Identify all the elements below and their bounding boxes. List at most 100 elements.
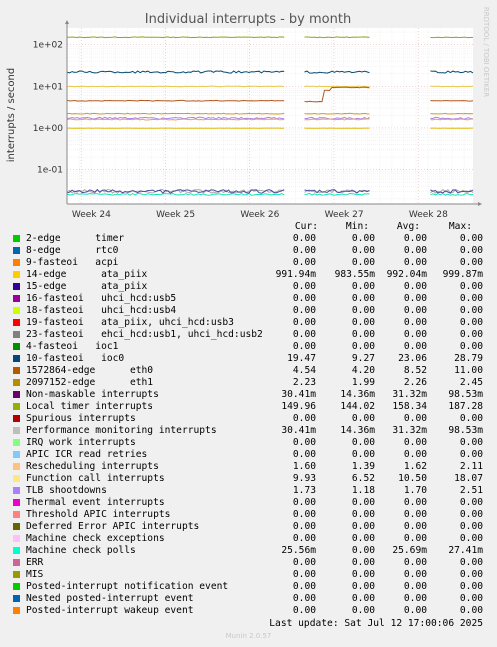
legend-avg: 2.26 (403, 377, 427, 388)
legend-avg: 0.00 (403, 281, 427, 292)
legend-label: 8-edge rtc0 (26, 245, 119, 256)
legend-cur: 0.00 (292, 569, 316, 580)
series-line (304, 189, 370, 194)
legend-row: 8-edge rtc0 0.00 0.00 0.00 0.00 (0, 245, 497, 257)
legend-row: APIC ICR read retries 0.00 0.00 0.00 0.00 (0, 449, 497, 461)
legend-row: 19-fasteoi ata_piix, uhci_hcd:usb3 0.00 0.… (0, 317, 497, 329)
series-line (430, 189, 474, 194)
legend-label: Local timer interrupts (26, 401, 154, 412)
legend-cur: 0.00 (292, 437, 316, 448)
legend-swatch (13, 523, 20, 530)
legend-avg: 158.34 (392, 401, 427, 412)
legend-max: 0.00 (459, 233, 483, 244)
grid-lines (66, 28, 473, 204)
legend-max: 0.00 (459, 437, 483, 448)
legend-avg: 0.00 (403, 521, 427, 532)
series-line (66, 112, 285, 115)
legend-row: Deferred Error APIC interrupts 0.00 0.00 0.… (0, 521, 497, 533)
legend-label: Function call interrupts (26, 473, 165, 484)
legend-avg: 0.00 (403, 581, 427, 592)
legend-max: 0.00 (459, 341, 483, 352)
legend-min: 0.00 (351, 449, 375, 460)
y-tick-label: 1e+01 (33, 82, 63, 92)
legend-cur: 0.00 (292, 581, 316, 592)
legend-avg: 25.69m (392, 545, 427, 556)
legend-avg: 1.70 (403, 485, 427, 496)
legend-row: TLB shootdowns 1.73 1.18 1.70 2.51 (0, 485, 497, 497)
legend-swatch (13, 487, 20, 494)
legend-avg: 0.00 (403, 509, 427, 520)
legend-swatch (13, 259, 20, 266)
legend-label: APIC ICR read retries (26, 449, 148, 460)
legend-swatch (13, 595, 20, 602)
legend-swatch (13, 307, 20, 314)
legend-label: 19-fasteoi ata_piix, uhci_hcd:usb3 (26, 317, 234, 328)
legend-min: 144.02 (340, 401, 375, 412)
legend-swatch (13, 427, 20, 434)
legend-label: Nested posted-interrupt event (26, 593, 194, 604)
series-line (66, 188, 285, 194)
x-tick-label: Week 26 (240, 210, 279, 220)
legend-max: 0.00 (459, 521, 483, 532)
legend-min: 0.00 (351, 329, 375, 340)
legend-row: Machine check polls 25.56m 0.00 25.69m 27.41… (0, 545, 497, 557)
legend-swatch (13, 295, 20, 302)
x-tick-label: Week 28 (409, 210, 448, 220)
legend-min: 0.00 (351, 593, 375, 604)
legend-avg: 0.00 (403, 413, 427, 424)
legend-label: 9-fasteoi acpi (26, 257, 119, 268)
legend-swatch (13, 331, 20, 338)
legend-header-avg: Avg: (396, 221, 420, 232)
legend-max: 0.00 (459, 533, 483, 544)
legend-swatch (13, 235, 20, 242)
legend-row: 14-edge ata_piix 991.94m 983.55m 992.04m 999… (0, 269, 497, 281)
legend-max: 2.51 (459, 485, 483, 496)
y-axis-arrow (65, 20, 69, 24)
x-tick-label: Week 24 (72, 210, 111, 220)
legend-row: Posted-interrupt notification event 0.00 0… (0, 581, 497, 593)
legend-swatch (13, 343, 20, 350)
legend-max: 0.00 (459, 605, 483, 616)
legend-avg: 1.62 (403, 461, 427, 472)
series-line (430, 118, 474, 121)
x-tick-label: Week 25 (156, 210, 195, 220)
legend-min: 983.55m (334, 269, 375, 280)
legend-row: Local timer interrupts 149.96 144.02 158.34… (0, 401, 497, 413)
legend-cur: 0.00 (292, 293, 316, 304)
legend-avg: 0.00 (403, 437, 427, 448)
legend-header-max: Max: (448, 221, 472, 232)
legend-cur: 0.00 (292, 521, 316, 532)
legend-avg: 0.00 (403, 245, 427, 256)
legend-min: 0.00 (351, 257, 375, 268)
legend-min: 0.00 (351, 605, 375, 616)
legend-label: 2-edge timer (26, 233, 125, 244)
legend-cur: 0.00 (292, 593, 316, 604)
legend-cur: 19.47 (287, 353, 316, 364)
legend-swatch (13, 559, 20, 566)
legend-avg: 992.04m (386, 269, 427, 280)
series-line (304, 118, 370, 121)
legend-row: Machine check exceptions 0.00 0.00 0.00 0.00 (0, 533, 497, 545)
plot-background (67, 28, 473, 204)
legend-row: MIS 0.00 0.00 0.00 0.00 (0, 569, 497, 581)
legend-swatch (13, 511, 20, 518)
series-line (66, 70, 285, 74)
y-tick-label: 1e+00 (33, 124, 64, 134)
legend-min: 1.99 (351, 377, 375, 388)
legend-label: 18-fasteoi uhci_hcd:usb4 (26, 305, 177, 316)
legend-label: Posted-interrupt notification event (26, 581, 229, 592)
munin-version: Munin 2.0.57 (225, 632, 272, 640)
legend-avg: 8.52 (403, 365, 427, 376)
legend-min: 0.00 (351, 533, 375, 544)
series-line (430, 36, 474, 39)
legend-label: Thermal event interrupts (26, 497, 165, 508)
legend-swatch (13, 451, 20, 458)
legend-min: 0.00 (351, 581, 375, 592)
legend-min: 0.00 (351, 557, 375, 568)
legend-min: 0.00 (351, 281, 375, 292)
legend-min: 0.00 (351, 245, 375, 256)
legend-row: Spurious interrupts 0.00 0.00 0.00 0.00 (0, 413, 497, 425)
legend-row: ERR 0.00 0.00 0.00 0.00 (0, 557, 497, 569)
legend-swatch (13, 271, 20, 278)
legend-max: 0.00 (459, 305, 483, 316)
